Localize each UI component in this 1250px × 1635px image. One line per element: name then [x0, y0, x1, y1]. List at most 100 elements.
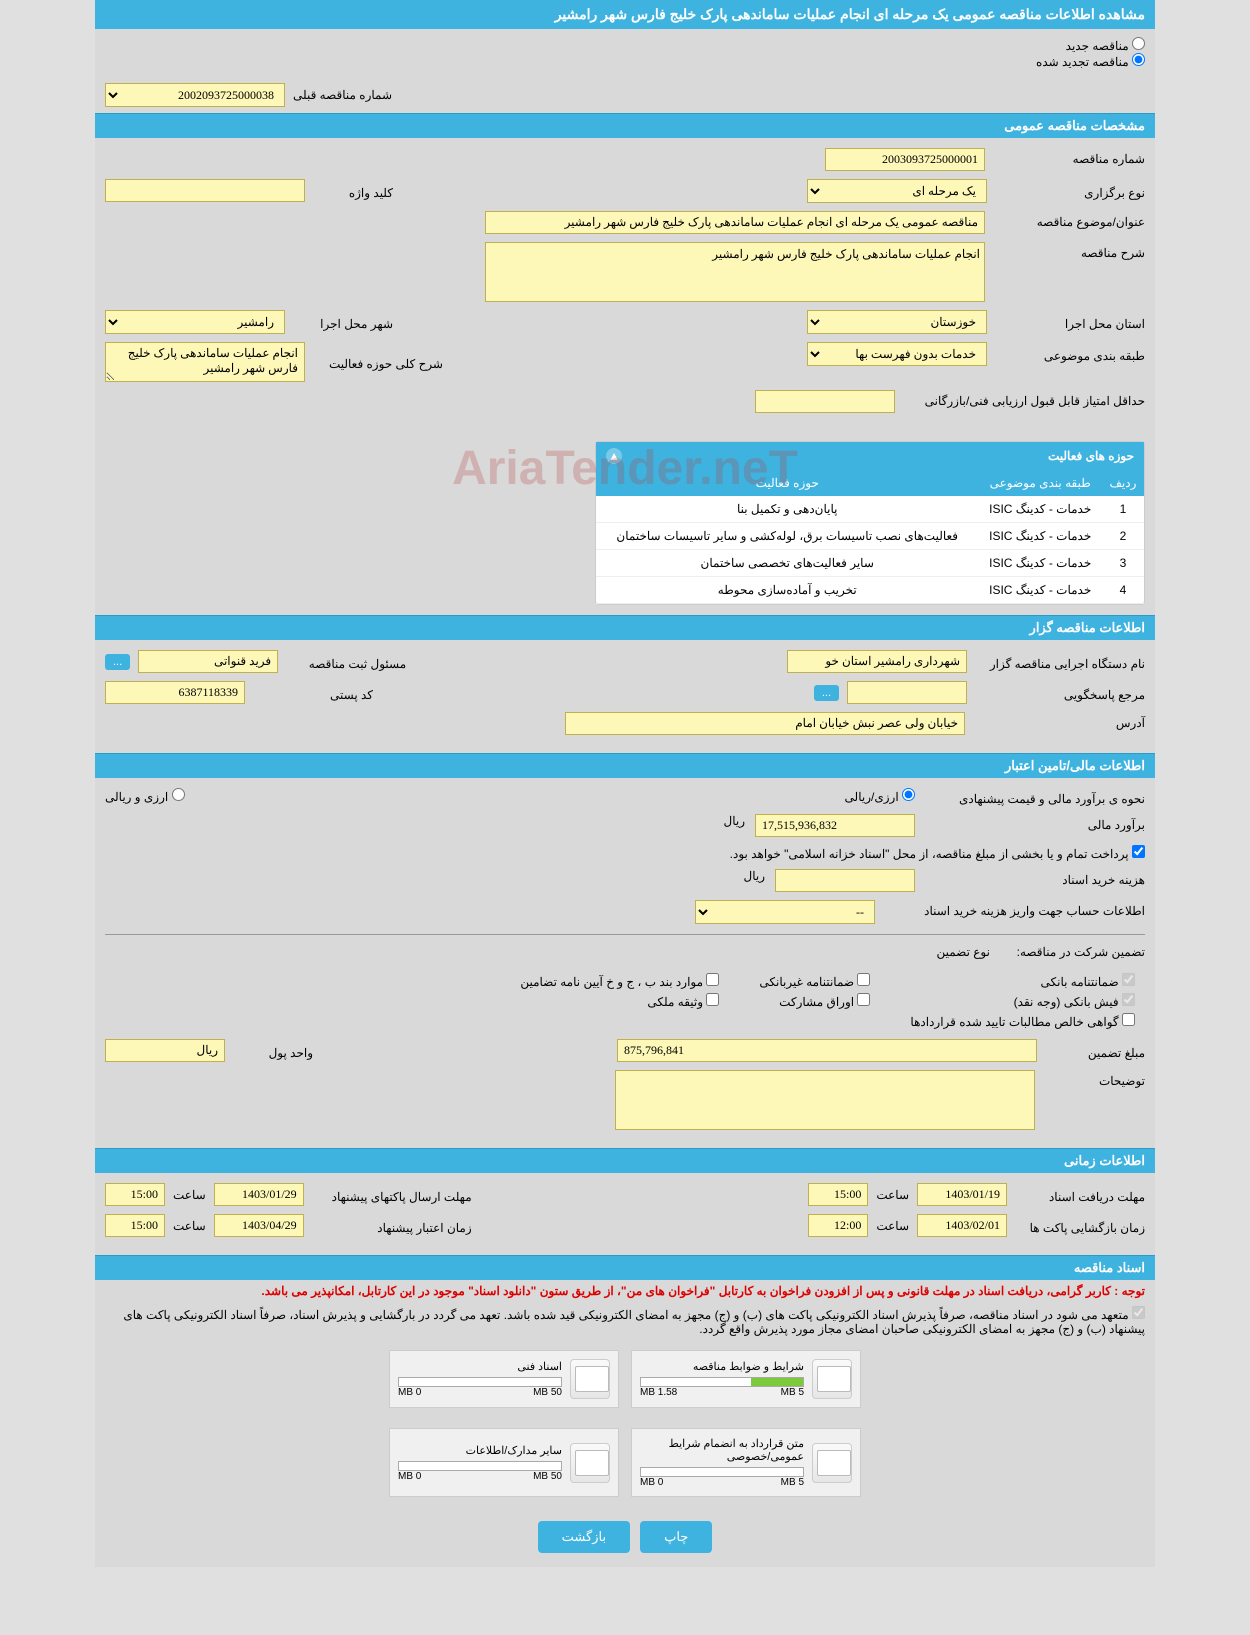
- estimate-field[interactable]: [755, 814, 915, 837]
- opening-time[interactable]: [808, 1214, 868, 1237]
- opening-date[interactable]: [917, 1214, 1007, 1237]
- doc-deadline-date[interactable]: [917, 1183, 1007, 1206]
- radio-renewed-tender[interactable]: مناقصه تجدید شده: [1036, 55, 1145, 69]
- payment-note-check[interactable]: پرداخت تمام و یا بخشی از مبلغ مناقصه، از…: [730, 845, 1145, 861]
- folder-icon: [812, 1359, 852, 1399]
- guarantee-type-label: نوع تضمین: [936, 945, 989, 959]
- chk-cash[interactable]: فیش بانکی (وجه نقد): [910, 993, 1135, 1009]
- keyword-field[interactable]: [105, 179, 305, 202]
- radio-fx[interactable]: ارزی/ریالی: [845, 788, 915, 804]
- radio-rial-label: ارزی و ریالی: [105, 790, 168, 804]
- validity-time[interactable]: [105, 1214, 165, 1237]
- folder-icon: [570, 1359, 610, 1399]
- prev-number-select[interactable]: 2002093725000038: [105, 83, 285, 107]
- file-box[interactable]: اسناد فنی 50 MB 0 MB: [389, 1350, 619, 1408]
- min-score-field[interactable]: [755, 390, 895, 413]
- file-name: متن قرارداد به انضمام شرایط عمومی/خصوصی: [640, 1437, 804, 1463]
- section-timing: اطلاعات زمانی: [95, 1148, 1155, 1173]
- chk-nonbank[interactable]: ضمانتنامه غیربانکی: [759, 973, 870, 989]
- section-organizer: اطلاعات مناقصه گزار: [95, 615, 1155, 640]
- activity-desc-field[interactable]: انجام عملیات ساماندهی پارک خلیج فارس شهر…: [105, 342, 305, 382]
- file-used: 0 MB: [640, 1477, 663, 1488]
- prev-number-label: شماره مناقصه قبلی: [293, 88, 392, 102]
- print-button[interactable]: چاپ: [640, 1521, 712, 1553]
- activity-table: ردیف طبقه بندی موضوعی حوزه فعالیت 1خدمات…: [596, 470, 1144, 604]
- province-select[interactable]: خوزستان: [807, 310, 987, 334]
- folder-icon: [812, 1443, 852, 1483]
- reg-officer-label: مسئول ثبت مناقصه: [286, 653, 406, 671]
- radio-new-input[interactable]: [1132, 37, 1145, 50]
- radio-new-tender[interactable]: مناقصه جدید: [1066, 39, 1145, 53]
- submit-deadline-label: مهلت ارسال پاکتهای پیشنهاد: [312, 1186, 472, 1204]
- chk-bonds[interactable]: اوراق مشارکت: [759, 993, 870, 1009]
- doc-deadline-label: مهلت دریافت اسناد: [1015, 1186, 1145, 1204]
- subject-field[interactable]: [485, 211, 985, 234]
- guarantee-amount-field[interactable]: [617, 1039, 1037, 1062]
- page-title: مشاهده اطلاعات مناقصه عمومی یک مرحله ای …: [95, 0, 1155, 29]
- type-select[interactable]: یک مرحله ای: [807, 179, 987, 203]
- type-label: نوع برگزاری: [995, 182, 1145, 200]
- validity-date[interactable]: [214, 1214, 304, 1237]
- notes-field[interactable]: [615, 1070, 1035, 1130]
- keyword-label: کلید واژه: [313, 182, 393, 200]
- reg-officer-field[interactable]: [138, 650, 278, 673]
- progress-bar: [398, 1461, 562, 1471]
- chk-items[interactable]: موارد بند ب ، ج و خ آیین نامه تضامین: [520, 973, 719, 989]
- account-select[interactable]: --: [695, 900, 875, 924]
- col-row: ردیف: [1102, 470, 1144, 496]
- time-label-3: ساعت: [876, 1219, 909, 1233]
- desc-label: شرح مناقصه: [995, 242, 1145, 260]
- currency-unit-label: واحد پول: [233, 1042, 313, 1060]
- responder-field[interactable]: [847, 681, 967, 704]
- note-normal: متعهد می شود در اسناد مناقصه، صرفاً پذیر…: [95, 1302, 1155, 1340]
- doc-fee-field[interactable]: [775, 869, 915, 892]
- responder-more-button[interactable]: ...: [814, 685, 839, 701]
- category-select[interactable]: خدمات بدون فهرست بها: [807, 342, 987, 366]
- address-field[interactable]: [565, 712, 965, 735]
- radio-fx-input[interactable]: [902, 788, 915, 801]
- province-label: استان محل اجرا: [995, 313, 1145, 331]
- activity-desc-label: شرح کلی حوزه فعالیت: [313, 353, 443, 371]
- category-label: طبقه بندی موضوعی: [995, 345, 1145, 363]
- file-used: 0 MB: [398, 1387, 421, 1398]
- tender-no-field[interactable]: [825, 148, 985, 171]
- guarantee-amount-label: مبلغ تضمین: [1045, 1042, 1145, 1060]
- opening-label: زمان بازگشایی پاکت ها: [1015, 1217, 1145, 1235]
- postal-field[interactable]: [105, 681, 245, 704]
- collapse-icon[interactable]: ▲: [606, 448, 622, 464]
- note2-check: [1132, 1306, 1145, 1319]
- submit-deadline-date[interactable]: [214, 1183, 304, 1206]
- section-financial: اطلاعات مالی/تامین اعتبار: [95, 753, 1155, 778]
- tender-no-label: شماره مناقصه: [995, 148, 1145, 166]
- account-label: اطلاعات حساب جهت واریز هزینه خرید اسناد: [885, 900, 1145, 918]
- radio-rial[interactable]: ارزی و ریالی: [105, 790, 185, 804]
- doc-deadline-time[interactable]: [808, 1183, 868, 1206]
- payment-check-input[interactable]: [1132, 845, 1145, 858]
- col-area: حوزه فعالیت: [596, 470, 978, 496]
- section-general: مشخصات مناقصه عمومی: [95, 113, 1155, 138]
- chk-bank[interactable]: ضمانتنامه بانکی: [910, 973, 1135, 989]
- desc-field[interactable]: انجام عملیات ساماندهی پارک خلیج فارس شهر…: [485, 242, 985, 302]
- folder-icon: [570, 1443, 610, 1483]
- chk-clear[interactable]: گواهی خالص مطالبات تایید شده قراردادها: [910, 1013, 1135, 1029]
- responder-label: مرجع پاسخگویی: [975, 684, 1145, 702]
- file-box[interactable]: شرایط و ضوابط مناقصه 5 MB 1.58 MB: [631, 1350, 861, 1408]
- table-row: 2خدمات - کدینگ ISICفعالیت‌های نصب تاسیسا…: [596, 523, 1144, 550]
- chk-property[interactable]: وثیقه ملکی: [520, 993, 719, 1009]
- progress-bar: [398, 1377, 562, 1387]
- estimate-label: برآورد مالی: [925, 814, 1145, 832]
- city-select[interactable]: رامشیر: [105, 310, 285, 334]
- org-field[interactable]: [787, 650, 967, 673]
- doc-fee-label: هزینه خرید اسناد: [925, 869, 1145, 887]
- currency-unit-field[interactable]: [105, 1039, 225, 1062]
- reg-officer-more-button[interactable]: ...: [105, 654, 130, 670]
- file-box[interactable]: متن قرارداد به انضمام شرایط عمومی/خصوصی …: [631, 1428, 861, 1497]
- file-used: 0 MB: [398, 1471, 421, 1482]
- radio-renewed-input[interactable]: [1132, 53, 1145, 66]
- file-box[interactable]: سایر مدارک/اطلاعات 50 MB 0 MB: [389, 1428, 619, 1497]
- back-button[interactable]: بازگشت: [538, 1521, 630, 1553]
- radio-rial-input[interactable]: [172, 788, 185, 801]
- submit-deadline-time[interactable]: [105, 1183, 165, 1206]
- time-label-1: ساعت: [876, 1188, 909, 1202]
- time-label-2: ساعت: [173, 1188, 206, 1202]
